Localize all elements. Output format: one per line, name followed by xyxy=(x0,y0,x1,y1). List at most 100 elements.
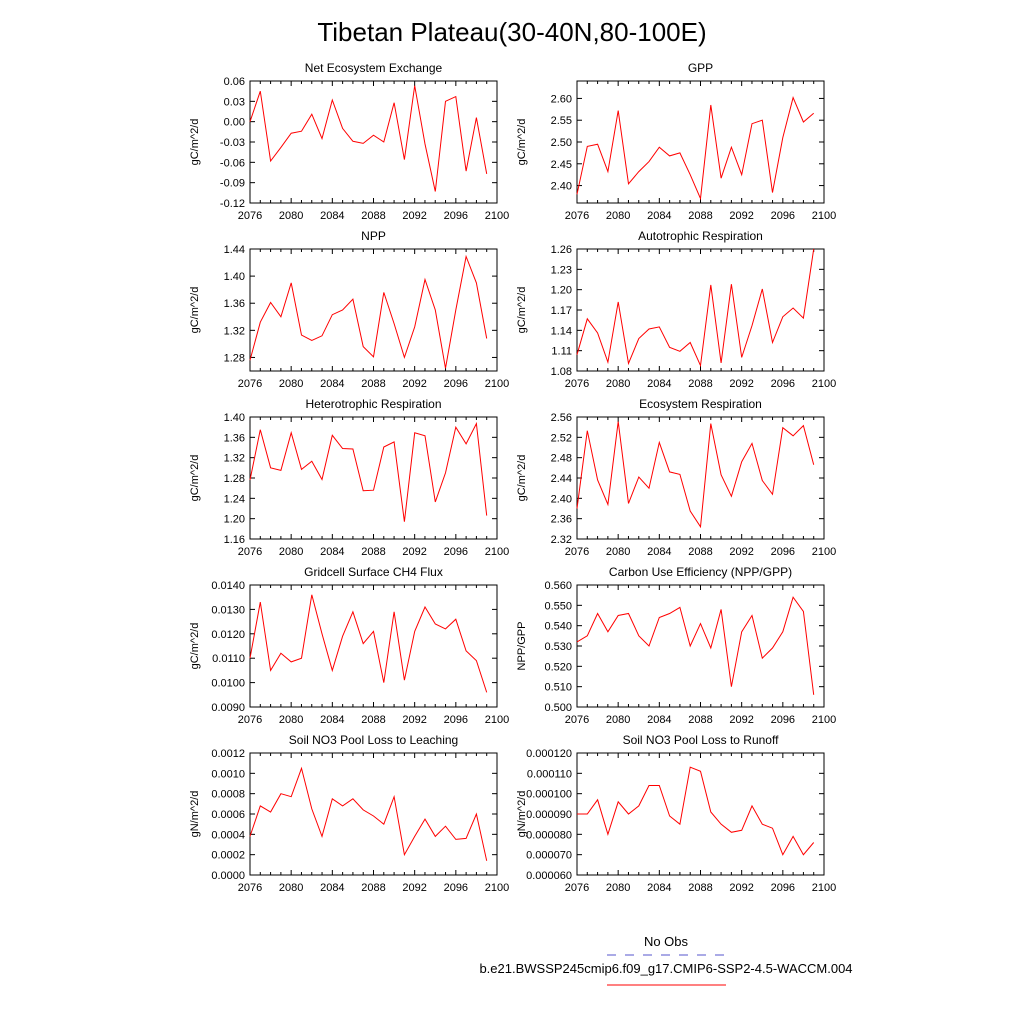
y-tick-label: 2.48 xyxy=(551,453,572,465)
y-tick-label: 2.40 xyxy=(551,181,572,193)
x-tick-label: 2096 xyxy=(444,714,468,726)
y-tick-label: 0.0130 xyxy=(211,604,245,616)
y-axis-label: gC/m^2/d xyxy=(189,623,201,670)
y-tick-label: 0.0006 xyxy=(211,809,245,821)
x-tick-label: 2096 xyxy=(444,378,468,390)
y-tick-label: 2.50 xyxy=(551,137,572,149)
x-tick-label: 2092 xyxy=(402,546,426,558)
y-tick-label: 0.560 xyxy=(544,580,572,592)
x-tick-label: 2092 xyxy=(729,546,753,558)
chart-panel: Soil NO3 Pool Loss to Runoff 2076 2080 2084… xyxy=(516,733,836,894)
x-tick-label: 2080 xyxy=(606,378,630,390)
panel-title: Ecosystem Respiration xyxy=(639,397,762,411)
x-tick-label: 2096 xyxy=(771,546,795,558)
y-tick-label: 0.0008 xyxy=(211,789,245,801)
y-tick-label: 1.28 xyxy=(224,473,245,485)
y-tick-label: 1.20 xyxy=(224,514,245,526)
y-tick-label: 1.14 xyxy=(551,325,572,337)
x-tick-label: 2096 xyxy=(771,378,795,390)
x-tick-label: 2080 xyxy=(606,714,630,726)
y-axis-label: gC/m^2/d xyxy=(516,455,528,502)
legend: No Obs b.e21.BWSSP245cmip6.f09_g17.CMIP6… xyxy=(479,934,853,986)
x-tick-label: 2088 xyxy=(361,882,385,894)
x-tick-label: 2096 xyxy=(771,882,795,894)
x-tick-label: 2100 xyxy=(485,714,509,726)
y-tick-label: -0.12 xyxy=(220,198,245,210)
y-axis-label: gN/m^2/d xyxy=(189,791,201,838)
chart-panel: Gridcell Surface CH4 Flux 2076 2080 2084 208… xyxy=(189,565,509,726)
y-tick-label: 0.0004 xyxy=(211,829,245,841)
plot-frame xyxy=(249,80,498,204)
x-tick-label: 2092 xyxy=(729,882,753,894)
y-tick-label: 0.510 xyxy=(544,682,572,694)
series-line xyxy=(577,766,815,856)
x-tick-label: 2076 xyxy=(238,882,262,894)
chart-panel: Net Ecosystem Exchange 2076 2080 2084 2088 20… xyxy=(189,61,509,222)
y-tick-label: 1.36 xyxy=(224,432,245,444)
plot-frame xyxy=(249,584,498,708)
y-tick-label: 0.000100 xyxy=(526,789,572,801)
plot-frame xyxy=(576,416,825,540)
plot-frame xyxy=(249,752,498,876)
x-tick-label: 2084 xyxy=(320,546,344,558)
x-tick-label: 2084 xyxy=(320,882,344,894)
panel-title: Carbon Use Efficiency (NPP/GPP) xyxy=(609,565,792,579)
series-line xyxy=(249,85,488,192)
y-tick-label: 0.03 xyxy=(224,96,245,108)
x-tick-label: 2084 xyxy=(647,882,671,894)
x-tick-label: 2100 xyxy=(485,210,509,222)
y-tick-label: 2.36 xyxy=(551,514,572,526)
legend-label-model-run: b.e21.BWSSP245cmip6.f09_g17.CMIP6-SSP2-4… xyxy=(479,961,852,976)
x-tick-label: 2080 xyxy=(606,546,630,558)
x-tick-label: 2080 xyxy=(606,210,630,222)
series-line xyxy=(576,421,815,529)
chart-panel: GPP 2076 2080 2084 2088 2092 2096 2100 2.60 2.55 2… xyxy=(516,61,836,222)
y-axis-label: gC/m^2/d xyxy=(189,455,201,502)
x-tick-label: 2076 xyxy=(565,210,589,222)
x-tick-label: 2076 xyxy=(238,210,262,222)
y-axis-label: gC/m^2/d xyxy=(189,119,201,166)
x-tick-label: 2080 xyxy=(606,882,630,894)
x-tick-label: 2084 xyxy=(647,378,671,390)
x-tick-label: 2088 xyxy=(361,546,385,558)
y-tick-label: 0.000060 xyxy=(526,870,572,882)
x-tick-label: 2100 xyxy=(812,210,836,222)
x-tick-label: 2080 xyxy=(279,546,303,558)
chart-panel: Ecosystem Respiration 2076 2080 2084 2088 209… xyxy=(516,397,836,558)
plot-frame xyxy=(249,416,498,540)
y-axis-label: gC/m^2/d xyxy=(516,287,528,334)
x-tick-label: 2084 xyxy=(647,210,671,222)
panel-title: NPP xyxy=(361,229,386,243)
x-tick-label: 2076 xyxy=(565,714,589,726)
y-tick-label: -0.03 xyxy=(220,137,245,149)
y-tick-label: 0.0002 xyxy=(211,850,245,862)
y-tick-label: 2.52 xyxy=(551,432,572,444)
x-tick-label: 2076 xyxy=(565,882,589,894)
y-tick-label: 0.000120 xyxy=(526,748,572,760)
x-tick-label: 2100 xyxy=(485,546,509,558)
x-tick-label: 2096 xyxy=(771,714,795,726)
figure-title: Tibetan Plateau(30-40N,80-100E) xyxy=(317,17,706,47)
x-tick-label: 2080 xyxy=(279,378,303,390)
y-tick-label: 0.000080 xyxy=(526,829,572,841)
series-line xyxy=(249,594,488,693)
y-tick-label: 1.36 xyxy=(224,298,245,310)
x-tick-label: 2076 xyxy=(565,378,589,390)
series-line xyxy=(249,254,488,369)
x-tick-label: 2092 xyxy=(402,378,426,390)
y-tick-label: 1.40 xyxy=(224,271,245,283)
y-axis-label: NPP/GPP xyxy=(516,622,528,671)
y-tick-label: 1.16 xyxy=(224,534,245,546)
x-tick-label: 2096 xyxy=(444,210,468,222)
x-tick-label: 2100 xyxy=(812,378,836,390)
chart-panel: Autotrophic Respiration 2076 2080 2084 2088 2… xyxy=(516,229,836,390)
x-tick-label: 2076 xyxy=(238,378,262,390)
x-tick-label: 2096 xyxy=(771,210,795,222)
x-tick-label: 2088 xyxy=(688,714,712,726)
x-tick-label: 2084 xyxy=(320,714,344,726)
x-tick-label: 2092 xyxy=(402,882,426,894)
x-tick-label: 2076 xyxy=(238,546,262,558)
y-tick-label: 1.23 xyxy=(551,264,572,276)
y-tick-label: 1.44 xyxy=(224,244,245,256)
chart-panel: Heterotrophic Respiration 2076 2080 2084 208… xyxy=(189,397,509,558)
